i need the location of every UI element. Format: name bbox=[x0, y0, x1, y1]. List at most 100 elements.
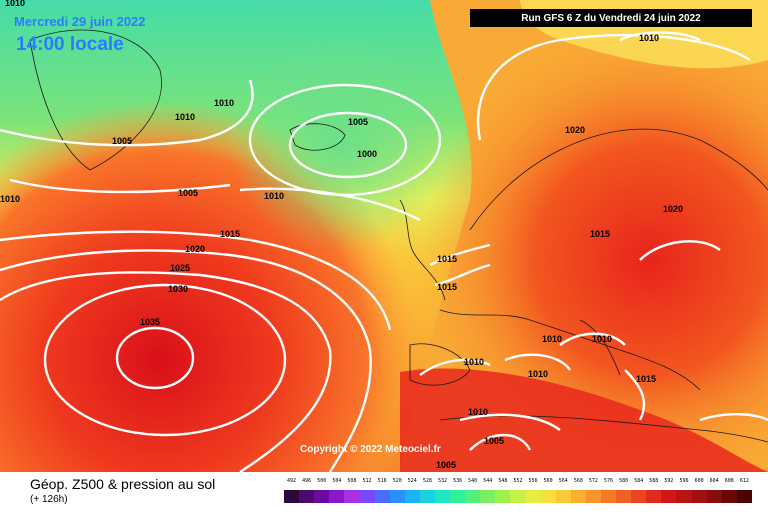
scale-label: 596 bbox=[679, 478, 689, 484]
isobar-label: 1020 bbox=[185, 244, 205, 254]
color-scale-labels: 492 496 500 504 508 512 516 520 524 528 532 536 540 5… bbox=[284, 478, 752, 488]
color-scale-bar bbox=[284, 490, 752, 503]
scale-label: 572 bbox=[588, 478, 598, 484]
scale-label: 608 bbox=[724, 478, 734, 484]
scale-swatch bbox=[404, 490, 420, 503]
scale-label: 612 bbox=[739, 478, 749, 484]
scale-swatch bbox=[284, 490, 300, 503]
scale-label: 536 bbox=[453, 478, 463, 484]
isobar-label: 1020 bbox=[565, 125, 585, 135]
scale-swatch bbox=[419, 490, 435, 503]
scale-label: 508 bbox=[347, 478, 357, 484]
scale-swatch bbox=[389, 490, 405, 503]
scale-swatch bbox=[434, 490, 451, 503]
scale-label: 504 bbox=[332, 478, 342, 484]
scale-swatch bbox=[540, 490, 556, 503]
scale-label: 560 bbox=[543, 478, 553, 484]
isobar-label: 1010 bbox=[464, 357, 484, 367]
isobar-label: 1005 bbox=[112, 136, 132, 146]
scale-swatch bbox=[585, 490, 601, 503]
isobar-label: 1005 bbox=[178, 188, 198, 198]
isobar-label: 1010 bbox=[264, 191, 284, 201]
weather-map: 1035 1030 1025 1020 1015 1005 1010 1010 … bbox=[0, 0, 768, 472]
scale-label: 516 bbox=[377, 478, 387, 484]
scale-swatch bbox=[631, 490, 647, 503]
isobar-label: 1005 bbox=[348, 117, 368, 127]
forecast-lead-time: (+ 126h) bbox=[30, 494, 68, 505]
scale-label: 604 bbox=[709, 478, 719, 484]
scale-label: 540 bbox=[468, 478, 478, 484]
scale-swatch bbox=[480, 490, 496, 503]
isobar-label: 1005 bbox=[436, 460, 456, 470]
scale-label: 532 bbox=[437, 478, 447, 484]
scale-swatch bbox=[314, 490, 330, 503]
scale-label: 580 bbox=[619, 478, 629, 484]
scale-label: 576 bbox=[604, 478, 614, 484]
scale-label: 584 bbox=[634, 478, 644, 484]
scale-label: 496 bbox=[302, 478, 312, 484]
isobar-label: 1005 bbox=[484, 436, 504, 446]
scale-swatch bbox=[510, 490, 526, 503]
scale-swatch bbox=[495, 490, 511, 503]
scale-swatch bbox=[525, 490, 541, 503]
scale-swatch bbox=[344, 490, 360, 503]
isobar-label: 1010 bbox=[468, 407, 488, 417]
scale-swatch bbox=[570, 490, 586, 503]
scale-label: 544 bbox=[483, 478, 493, 484]
scale-swatch bbox=[374, 490, 390, 503]
isobar-label: 1000 bbox=[357, 149, 377, 159]
isobar-label: 1010 bbox=[639, 33, 659, 43]
scale-label: 600 bbox=[694, 478, 704, 484]
scale-swatch bbox=[691, 490, 707, 503]
scale-label: 500 bbox=[317, 478, 327, 484]
scale-swatch bbox=[736, 490, 752, 503]
isobar-label: 1035 bbox=[140, 317, 160, 327]
scale-label: 524 bbox=[407, 478, 417, 484]
scale-swatch bbox=[450, 490, 466, 503]
model-run-label: Run GFS 6 Z du Vendredi 24 juin 2022 bbox=[470, 9, 752, 27]
scale-label: 520 bbox=[392, 478, 402, 484]
forecast-local-time: 14:00 locale bbox=[16, 34, 124, 55]
isobar-label: 1015 bbox=[437, 254, 457, 264]
isobar-label: 1015 bbox=[437, 282, 457, 292]
scale-swatch bbox=[555, 490, 571, 503]
scale-label: 528 bbox=[422, 478, 432, 484]
isobar-label: 1010 bbox=[0, 194, 20, 204]
scale-swatch bbox=[661, 490, 677, 503]
scale-swatch bbox=[600, 490, 617, 503]
scale-label: 588 bbox=[649, 478, 659, 484]
isobar-label: 1030 bbox=[168, 284, 188, 294]
scale-swatch bbox=[299, 490, 315, 503]
legend-footer: Géop. Z500 & pression au sol (+ 126h) 49… bbox=[0, 472, 768, 512]
scale-swatch bbox=[465, 490, 481, 503]
scale-label: 512 bbox=[362, 478, 372, 484]
scale-label: 548 bbox=[498, 478, 508, 484]
scale-label: 564 bbox=[558, 478, 568, 484]
scale-swatch bbox=[359, 490, 375, 503]
scale-label: 492 bbox=[287, 478, 297, 484]
scale-swatch bbox=[329, 490, 345, 503]
chart-title: Géop. Z500 & pression au sol bbox=[30, 476, 216, 492]
isobar-label: 1015 bbox=[636, 374, 656, 384]
isobar-label: 1010 bbox=[592, 334, 612, 344]
isobar-label: 1010 bbox=[214, 98, 234, 108]
forecast-date: Mercredi 29 juin 2022 bbox=[14, 14, 146, 29]
isobar-label: 1010 bbox=[542, 334, 562, 344]
scale-swatch bbox=[676, 490, 692, 503]
isobar-label: 1010 bbox=[5, 0, 25, 8]
scale-swatch bbox=[706, 490, 722, 503]
isobar-label: 1015 bbox=[590, 229, 610, 239]
isobar-label: 1020 bbox=[663, 204, 683, 214]
copyright-notice: Copyright © 2022 Meteociel.fr bbox=[300, 444, 441, 455]
scale-label: 568 bbox=[573, 478, 583, 484]
isobar-label: 1025 bbox=[170, 263, 190, 273]
scale-label: 556 bbox=[528, 478, 538, 484]
geopotential-color-scale: 492 496 500 504 508 512 516 520 524 528 532 536 540 5… bbox=[284, 478, 752, 503]
isobar-label: 1010 bbox=[528, 369, 548, 379]
isobar-label: 1010 bbox=[175, 112, 195, 122]
scale-label: 592 bbox=[664, 478, 674, 484]
scale-swatch bbox=[721, 490, 737, 503]
isobar-label: 1015 bbox=[220, 229, 240, 239]
scale-label: 552 bbox=[513, 478, 523, 484]
